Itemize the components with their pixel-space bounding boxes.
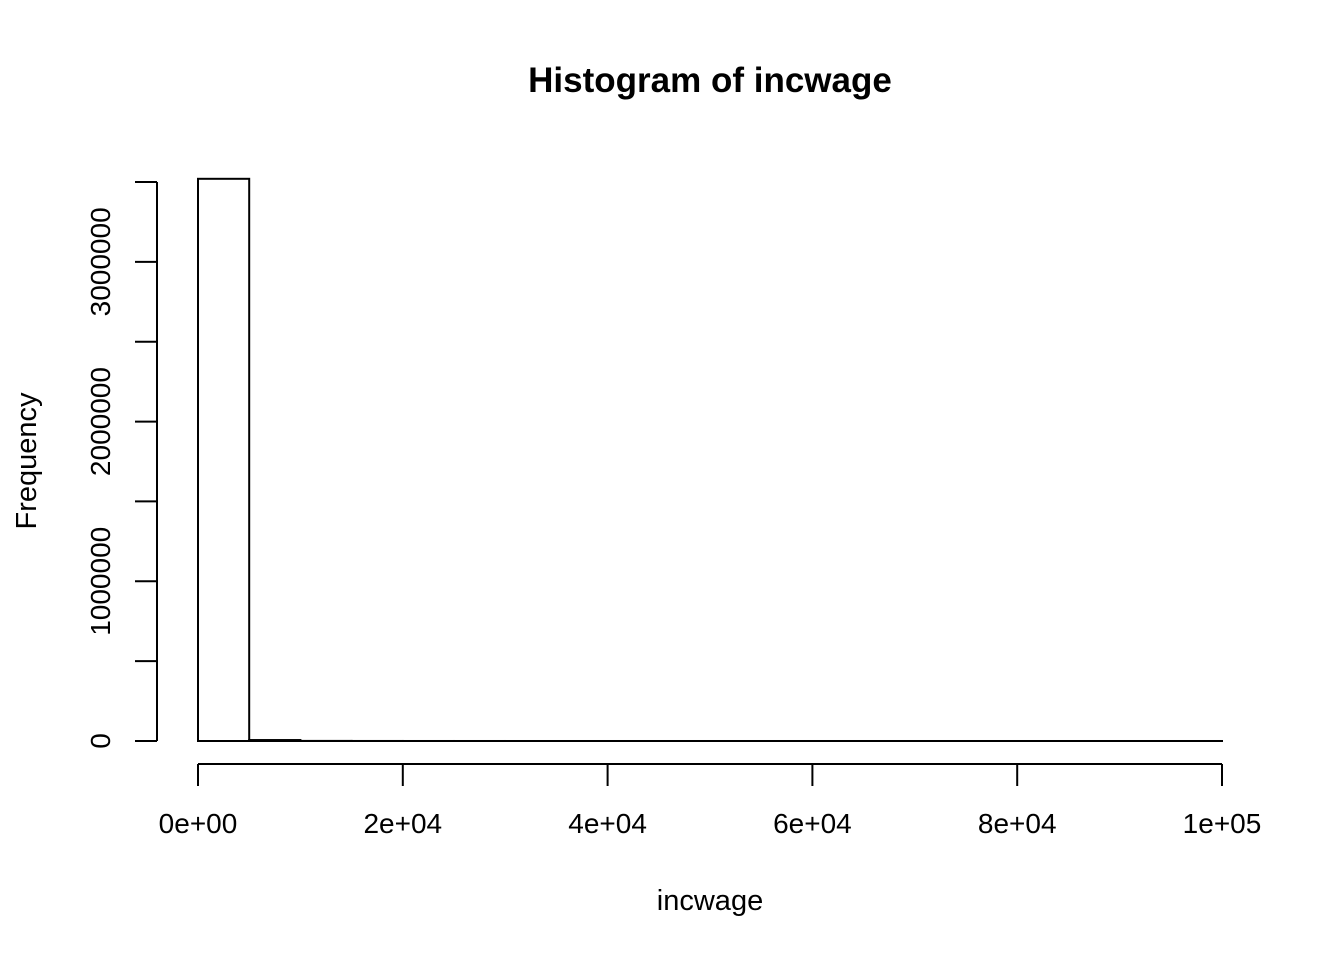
y-axis: 0 1000000 2000000 3000000	[85, 181, 158, 749]
y-tick-label-2: 1000000	[85, 527, 116, 636]
x-tick-label-2: 4e+04	[568, 808, 647, 839]
chart-title: Histogram of incwage	[528, 61, 892, 100]
y-tick-label-0: 0	[85, 733, 116, 749]
histogram-bar-1	[248, 739, 302, 742]
y-axis-label: Frequency	[11, 392, 43, 530]
x-axis: 0e+00 2e+04 4e+04 6e+04 8e+04 1e+05	[159, 763, 1262, 839]
y-tick-label-6: 3000000	[85, 207, 116, 316]
x-tick-label-3: 6e+04	[773, 808, 852, 839]
x-axis-label: incwage	[657, 885, 763, 917]
histogram-bars	[197, 177, 1224, 743]
histogram-bar-0	[197, 177, 251, 742]
x-tick-label-4: 8e+04	[978, 808, 1057, 839]
x-tick-label-5: 1e+05	[1183, 808, 1262, 839]
x-tick-label-0: 0e+00	[159, 808, 238, 839]
y-tick-label-4: 2000000	[85, 367, 116, 476]
x-tick-label-1: 2e+04	[363, 808, 442, 839]
